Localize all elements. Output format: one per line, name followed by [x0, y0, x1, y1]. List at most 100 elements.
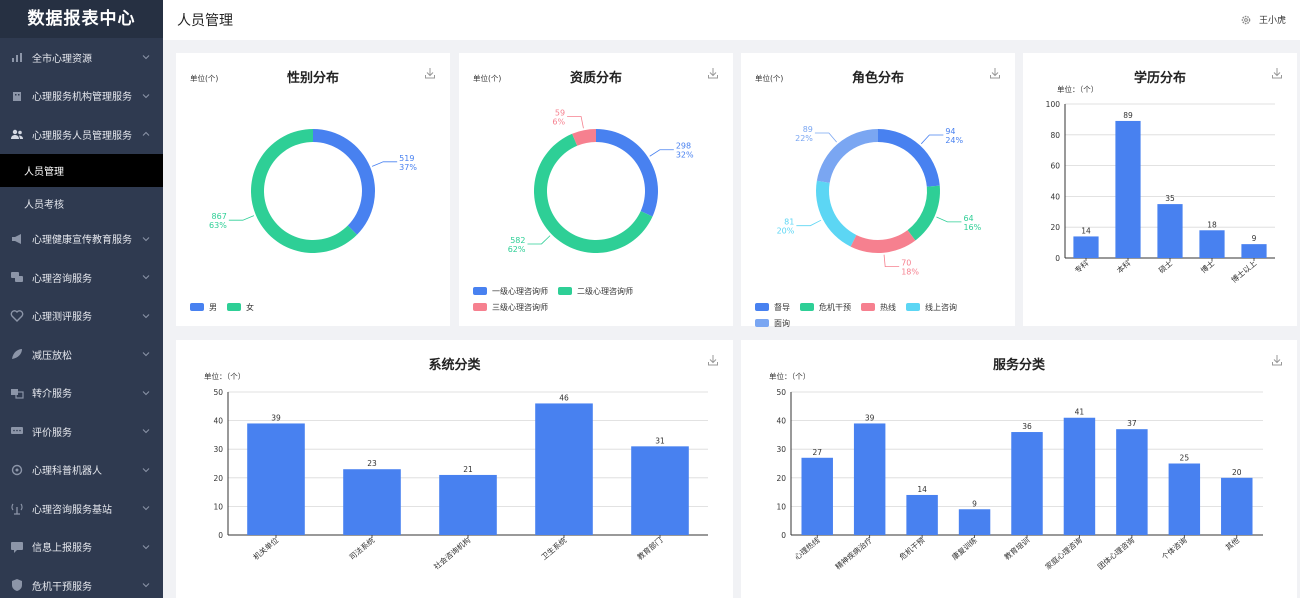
- bar[interactable]: [1063, 417, 1096, 535]
- user-name[interactable]: 王小虎: [1258, 16, 1286, 26]
- legend-item[interactable]: 热线: [861, 299, 896, 315]
- sidebar-item-label: 转介服务: [32, 389, 72, 401]
- sidebar-subitem-2[interactable]: 人员考核: [24, 199, 64, 211]
- sidebar-item-label: 心理测评服务: [32, 312, 92, 324]
- x-tick-label: 教育部门: [635, 535, 664, 562]
- legend-swatch: [190, 303, 204, 311]
- chart-title: 性别分布: [286, 71, 339, 86]
- sidebar-item-8[interactable]: 转介服务: [0, 374, 163, 413]
- bar[interactable]: [247, 423, 305, 535]
- bar[interactable]: [1241, 244, 1267, 258]
- bar-value-label: 20: [1232, 468, 1242, 477]
- y-tick-label: 0: [781, 531, 786, 540]
- sidebar-subitem-1[interactable]: 人员管理: [0, 153, 163, 187]
- chevron-down-icon: [142, 55, 150, 60]
- bar[interactable]: [958, 509, 991, 535]
- legend-item[interactable]: 二级心理咨询师: [558, 283, 633, 299]
- bar[interactable]: [1116, 429, 1148, 535]
- donut-slice[interactable]: [816, 180, 857, 247]
- sidebar-item-label: 心理科普机器人: [32, 466, 102, 478]
- download-icon[interactable]: [707, 67, 719, 79]
- bar[interactable]: [535, 403, 593, 535]
- bar[interactable]: [1221, 477, 1253, 535]
- sidebar-item-6[interactable]: 心理测评服务: [0, 297, 163, 336]
- bar[interactable]: [439, 474, 497, 535]
- legend-label: 面询: [774, 318, 790, 328]
- sidebar-item-1[interactable]: 全市心理资源: [0, 38, 163, 77]
- sidebar-item-3[interactable]: 心理服务人员管理服务: [0, 115, 163, 154]
- donut-slice[interactable]: [907, 185, 940, 241]
- x-tick-label: 卫生系统: [539, 535, 569, 562]
- y-tick-label: 50: [776, 388, 786, 397]
- sidebar-menu: 全市心理资源 心理服务机构管理服务 心理服务人员管理服务 人员管理人员考核心理健康宣传…: [0, 38, 163, 598]
- leaf-icon: [12, 349, 22, 360]
- download-icon[interactable]: [989, 67, 1001, 79]
- legend-item[interactable]: 三级心理咨询师: [473, 299, 548, 315]
- download-icon[interactable]: [1271, 67, 1283, 79]
- y-tick-label: 30: [213, 445, 223, 454]
- legend-item[interactable]: 女: [227, 299, 254, 315]
- y-tick-label: 40: [776, 417, 786, 426]
- sidebar-item-13[interactable]: 危机干预服务: [0, 566, 163, 598]
- donut-slice[interactable]: [572, 129, 596, 146]
- donut-slice[interactable]: [878, 129, 940, 187]
- user-menu[interactable]: 王小虎: [1241, 13, 1286, 26]
- bar-value-label: 9: [972, 499, 977, 508]
- donut-slice[interactable]: [850, 230, 916, 253]
- bar[interactable]: [1157, 204, 1183, 258]
- y-tick-label: 20: [213, 474, 223, 483]
- bar[interactable]: [906, 494, 938, 535]
- download-icon[interactable]: [1271, 354, 1283, 366]
- legend-item[interactable]: 督导: [755, 299, 790, 315]
- bar[interactable]: [1199, 230, 1225, 258]
- gear-icon[interactable]: [1241, 15, 1251, 25]
- bar[interactable]: [1011, 432, 1043, 535]
- y-tick-label: 0: [1055, 254, 1060, 263]
- bar-value-label: 9: [1252, 234, 1257, 243]
- bar[interactable]: [343, 469, 401, 535]
- donut-slice[interactable]: [816, 129, 878, 183]
- slice-pct-label: 18%: [901, 268, 919, 277]
- sidebar-item-2[interactable]: 心理服务机构管理服务: [0, 77, 163, 116]
- label-leader-line: [796, 219, 822, 227]
- legend-item[interactable]: 危机干预: [800, 299, 851, 315]
- sidebar-item-7[interactable]: 减压放松: [0, 335, 163, 374]
- x-tick-label: 其他: [1223, 535, 1241, 553]
- sidebar-item-12[interactable]: 信息上报服务: [0, 528, 163, 567]
- y-tick-label: 30: [776, 445, 786, 454]
- sidebar-item-label: 心理咨询服务基站: [32, 504, 112, 516]
- donut-slice[interactable]: [313, 129, 375, 235]
- sidebar-item-11[interactable]: 心理咨询服务基站: [0, 489, 163, 528]
- sidebar-item-4[interactable]: 心理健康宣传教育服务: [0, 220, 163, 259]
- slice-value-label: 89: [803, 125, 813, 134]
- chart-title: 学历分布: [1133, 71, 1186, 86]
- download-icon[interactable]: [424, 67, 436, 79]
- legend-item[interactable]: 面询: [755, 315, 790, 331]
- bar-value-label: 89: [1123, 111, 1133, 120]
- slice-pct-label: 24%: [945, 136, 963, 145]
- service-card: 服务分类 单位：（个） 0 10 20 30 40 50 27 心理热线 39 精神疾病治疗 14 危机干…: [741, 340, 1297, 598]
- bar[interactable]: [631, 446, 689, 535]
- donut-slice[interactable]: [596, 129, 658, 217]
- chart-title: 角色分布: [851, 71, 904, 86]
- y-tick-label: 0: [218, 531, 223, 540]
- chevron-down-icon: [142, 467, 150, 472]
- bar-value-label: 18: [1207, 220, 1217, 229]
- donut-slice[interactable]: [250, 129, 357, 253]
- legend-item[interactable]: 一级心理咨询师: [473, 283, 548, 299]
- download-icon[interactable]: [707, 354, 719, 366]
- sidebar-item-9[interactable]: 评价服务: [0, 412, 163, 451]
- sidebar-item-10[interactable]: 心理科普机器人: [0, 451, 163, 490]
- message-icon: [11, 541, 23, 553]
- bar[interactable]: [1168, 463, 1201, 536]
- legend-item[interactable]: 男: [190, 299, 217, 315]
- bar[interactable]: [1115, 120, 1141, 258]
- bar[interactable]: [1073, 236, 1099, 258]
- bar[interactable]: [801, 457, 833, 535]
- legend-swatch: [861, 303, 875, 311]
- chevron-down-icon: [142, 544, 150, 549]
- bar[interactable]: [853, 423, 886, 535]
- sidebar-item-5[interactable]: 心理咨询服务: [0, 258, 163, 297]
- legend-item[interactable]: 线上咨询: [906, 299, 957, 315]
